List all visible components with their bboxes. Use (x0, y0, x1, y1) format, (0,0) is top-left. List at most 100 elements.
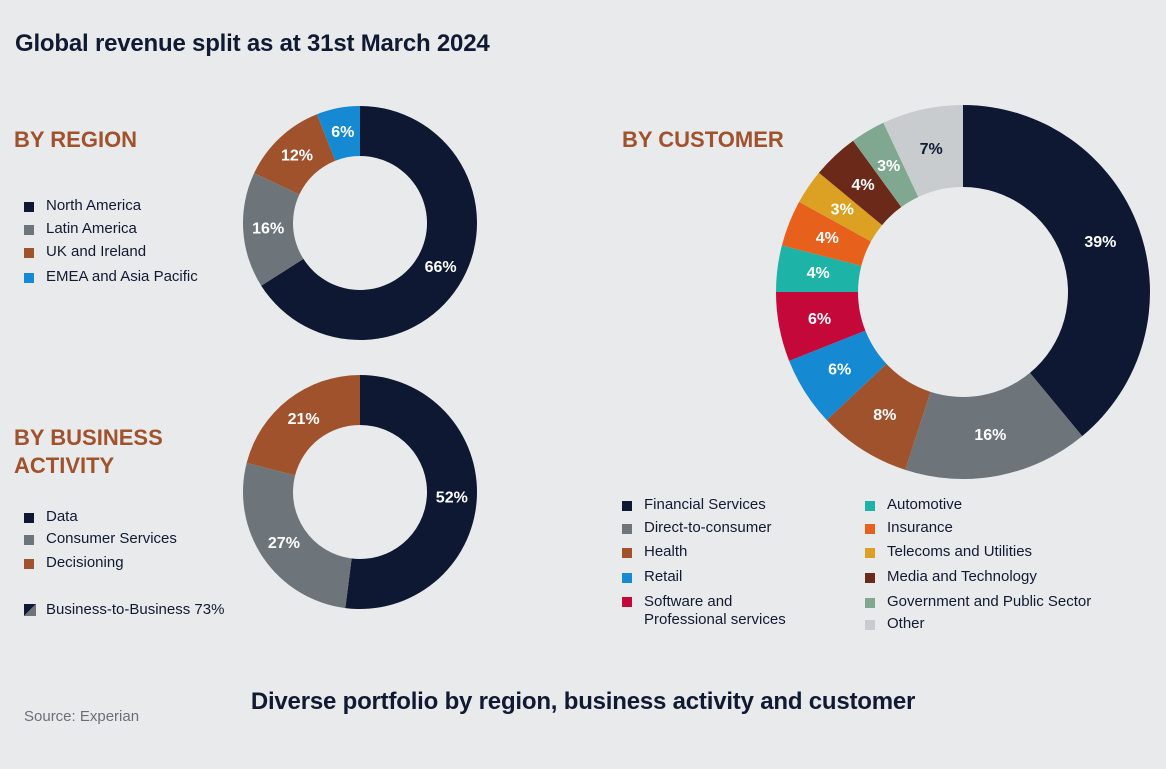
customer-legend-right: Automotive Insurance Telecoms and Utilit… (865, 496, 1091, 637)
legend-item-health: Health (622, 543, 786, 568)
legend-item-uk-ireland: UK and Ireland (24, 243, 198, 268)
slice-label-north-america: 66% (425, 259, 457, 276)
slice-label-other: 7% (920, 141, 943, 158)
footer-title: Diverse portfolio by region, business ac… (250, 688, 916, 715)
legend-swatch (622, 501, 632, 511)
legend-label: Data (46, 508, 78, 525)
legend-item-insurance: Insurance (865, 519, 1091, 543)
slice-data (345, 375, 477, 609)
slice-label-telecoms-and-utilities: 3% (831, 201, 854, 218)
slice-label-latin-america: 16% (252, 220, 284, 237)
business-section-title: BY BUSINESS ACTIVITY (14, 424, 163, 480)
legend-label: Insurance (887, 519, 953, 536)
b2b-note-label: Business-to-Business 73% (46, 601, 225, 618)
legend-item-telecoms-utilities: Telecoms and Utilities (865, 543, 1091, 568)
slice-label-uk-and-ireland: 12% (281, 147, 313, 164)
legend-swatch (24, 225, 34, 235)
slice-label-direct-to-consumer: 16% (974, 427, 1006, 444)
legend-swatch (622, 597, 632, 607)
b2b-split-icon (24, 604, 36, 616)
slice-automotive (776, 245, 862, 292)
legend-label: Financial Services (644, 496, 766, 513)
b2b-note-item: Business-to-Business 73% (24, 601, 224, 618)
legend-label: Telecoms and Utilities (887, 543, 1033, 560)
legend-swatch (24, 273, 34, 283)
legend-item-software-professional: Software and Professional services (622, 593, 786, 629)
legend-item-media-technology: Media and Technology (865, 568, 1091, 593)
legend-swatch (865, 524, 875, 534)
legend-item-direct-to-consumer: Direct-to-consumer (622, 519, 786, 543)
slice-retail (789, 330, 887, 421)
legend-swatch (622, 524, 632, 534)
legend-swatch (865, 573, 875, 583)
legend-label-line1: Software and (644, 593, 733, 610)
legend-item-financial-services: Financial Services (622, 496, 786, 519)
source-note: Source: Experian (24, 708, 140, 725)
legend-label: North America (46, 197, 142, 214)
slice-label-data: 52% (436, 489, 468, 506)
legend-item-other: Other (865, 615, 1091, 637)
region-legend: North America Latin America UK and Irela… (24, 197, 198, 291)
slice-latin-america (243, 173, 304, 286)
legend-swatch (24, 513, 34, 523)
slice-label-financial-services: 39% (1084, 234, 1116, 251)
legend-swatch (622, 548, 632, 558)
legend-label: EMEA and Asia Pacific (46, 268, 198, 285)
region-section-title: BY REGION (14, 127, 138, 152)
legend-item-decisioning: Decisioning (24, 554, 177, 578)
slice-uk-and-ireland (254, 114, 336, 195)
legend-label: Retail (644, 568, 683, 585)
slice-software-and-professional-services (776, 292, 866, 361)
customer-section-title: BY CUSTOMER (622, 127, 784, 152)
slice-north-america (261, 106, 477, 340)
slice-label-government-and-public-sector: 3% (877, 158, 900, 175)
legend-swatch (865, 620, 875, 630)
legend-label: Automotive (887, 496, 963, 513)
slice-direct-to-consumer (905, 372, 1083, 479)
customer-donut-chart: 39%16%8%6%6%4%4%3%4%3%7% (776, 105, 1150, 479)
legend-label: Decisioning (46, 554, 124, 571)
slice-health (826, 363, 931, 470)
slice-label-automotive: 4% (807, 265, 830, 282)
legend-item-government-public: Government and Public Sector (865, 593, 1091, 615)
slice-consumer-services (243, 462, 352, 609)
slice-insurance (781, 201, 871, 266)
business-title-line2: ACTIVITY (14, 453, 115, 478)
legend-item-consumer-services: Consumer Services (24, 530, 177, 554)
legend-label: Latin America (46, 220, 137, 237)
legend-swatch (24, 559, 34, 569)
slice-financial-services (963, 105, 1150, 437)
customer-legend-left: Financial Services Direct-to-consumer He… (622, 496, 786, 629)
slice-label-emea-and-asia-pacific: 6% (331, 124, 354, 141)
legend-swatch (24, 535, 34, 545)
legend-swatch (24, 202, 34, 212)
slice-label-decisioning: 21% (288, 411, 320, 428)
legend-item-automotive: Automotive (865, 496, 1091, 519)
slice-label-retail: 6% (828, 362, 851, 379)
legend-item-data: Data (24, 508, 177, 530)
legend-swatch (865, 598, 875, 608)
legend-item-emea-apac: EMEA and Asia Pacific (24, 268, 198, 291)
legend-item-north-america: North America (24, 197, 198, 220)
b2b-note: Business-to-Business 73% (24, 601, 224, 618)
slice-media-and-technology (818, 140, 902, 226)
slice-label-software-and-professional-services: 6% (808, 311, 831, 328)
slice-emea-and-asia-pacific (316, 106, 360, 161)
slice-label-health: 8% (873, 407, 896, 424)
legend-item-latin-america: Latin America (24, 220, 198, 243)
slice-other (883, 105, 963, 197)
legend-label: Government and Public Sector (887, 593, 1092, 610)
legend-label: Direct-to-consumer (644, 519, 772, 536)
legend-swatch (865, 548, 875, 558)
legend-label-line2: Professional services (644, 611, 786, 628)
legend-swatch (622, 573, 632, 583)
business-title-line1: BY BUSINESS (14, 425, 163, 450)
slice-decisioning (246, 375, 360, 476)
business-legend: Data Consumer Services Decisioning (24, 508, 177, 578)
business-donut-chart: 52% 27% 21% (243, 375, 477, 609)
slice-label-consumer-services: 27% (268, 535, 300, 552)
legend-label: Consumer Services (46, 530, 177, 547)
region-donut-chart: 66% 16% 12% 6% (243, 106, 477, 340)
slice-telecoms-and-utilities (799, 172, 883, 242)
slice-label-insurance: 4% (816, 230, 839, 247)
